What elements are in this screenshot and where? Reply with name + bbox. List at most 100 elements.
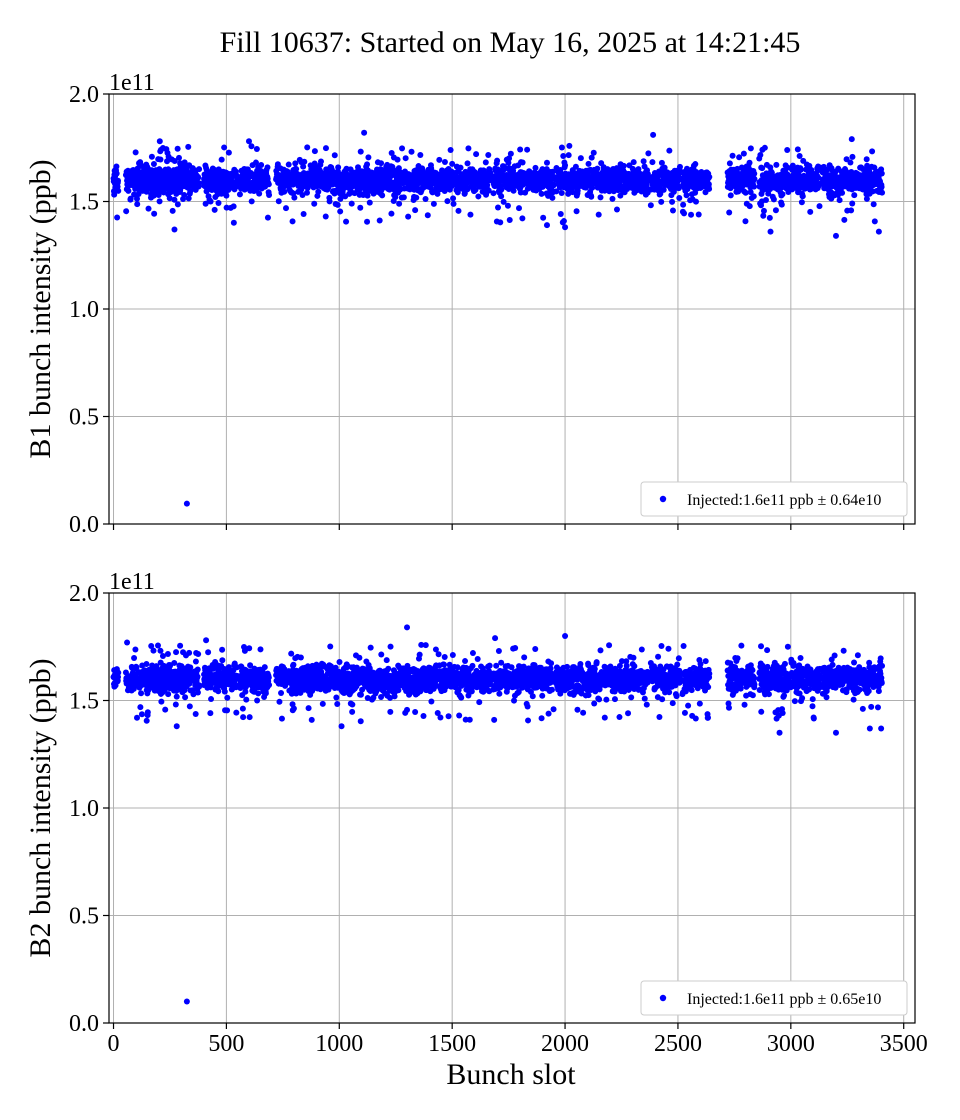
data-point-b2 xyxy=(255,690,262,697)
data-point-b2 xyxy=(441,661,448,668)
data-point-b1 xyxy=(666,147,673,154)
data-point-b2 xyxy=(383,657,390,664)
data-point-b1 xyxy=(394,156,401,163)
data-point-b1 xyxy=(590,149,597,156)
data-point-b1 xyxy=(517,146,524,153)
data-point-b1 xyxy=(248,198,255,205)
data-point-b1 xyxy=(595,211,602,218)
data-point-b1 xyxy=(849,153,856,160)
data-point-b1 xyxy=(134,201,141,208)
data-point-b1 xyxy=(223,192,230,199)
data-point-b1 xyxy=(875,228,882,235)
ticks-b1: 0.00.51.01.52.0 xyxy=(69,82,905,538)
data-point-b1 xyxy=(156,198,163,205)
data-point-b1 xyxy=(450,195,457,202)
data-point-b2 xyxy=(387,708,394,715)
data-point-b1 xyxy=(784,146,791,153)
data-point-b2 xyxy=(441,653,448,660)
data-point-b1 xyxy=(412,207,419,214)
data-point-b2 xyxy=(378,651,385,658)
data-point-b1 xyxy=(726,160,733,167)
data-point-b1 xyxy=(832,232,839,239)
data-point-b1 xyxy=(174,145,181,152)
data-point-b1 xyxy=(135,191,142,198)
data-point-b2 xyxy=(305,705,312,712)
data-point-b1 xyxy=(376,217,383,224)
data-point-b1 xyxy=(688,211,695,218)
data-point-b1 xyxy=(364,218,371,225)
data-point-b1 xyxy=(113,170,120,177)
data-point-b1 xyxy=(467,211,474,218)
data-point-b1 xyxy=(799,193,806,200)
data-point-b1 xyxy=(366,199,373,206)
data-point-b1 xyxy=(155,167,162,174)
data-point-b1 xyxy=(680,201,687,208)
data-point-b1 xyxy=(326,198,333,205)
y-tick-label-b1: 0.0 xyxy=(69,512,99,538)
data-point-b2 xyxy=(132,646,139,653)
data-point-b2 xyxy=(278,690,285,696)
data-point-b2 xyxy=(262,690,269,697)
data-point-b1 xyxy=(497,219,504,226)
data-point-b1 xyxy=(501,166,508,173)
data-point-b2 xyxy=(385,665,392,672)
data-point-b2 xyxy=(428,698,435,705)
data-point-b1 xyxy=(422,196,429,203)
data-point-b1 xyxy=(337,208,344,215)
data-point-b1 xyxy=(549,194,556,201)
data-point-b1 xyxy=(115,177,122,184)
data-point-b1 xyxy=(695,211,702,218)
data-point-b1 xyxy=(400,194,407,201)
data-point-b1 xyxy=(361,129,368,136)
data-point-b1 xyxy=(125,187,132,194)
data-point-b1 xyxy=(878,183,885,190)
data-point-b1 xyxy=(175,154,182,161)
data-point-b1 xyxy=(378,160,385,167)
data-point-b1 xyxy=(573,208,580,215)
data-point-b1 xyxy=(215,199,222,206)
offset-label-b1: 1e11 xyxy=(109,70,155,96)
data-point-b1 xyxy=(751,170,758,177)
data-point-b1 xyxy=(464,160,471,167)
data-point-b1 xyxy=(230,203,237,210)
data-point-b1 xyxy=(236,191,243,198)
data-point-b1 xyxy=(848,136,855,143)
data-point-b1 xyxy=(285,161,292,168)
data-point-b2 xyxy=(290,661,297,668)
data-point-b1 xyxy=(475,193,482,200)
data-point-b1 xyxy=(131,191,138,198)
data-point-b1 xyxy=(762,197,769,204)
data-point-b1 xyxy=(185,195,192,202)
panel-b2: 0 500 1000 1500 2000 2500 3000 35000.00.51.01.5… xyxy=(24,569,928,1057)
data-point-b2 xyxy=(246,645,253,652)
data-point-b1 xyxy=(773,161,780,168)
data-point-b1 xyxy=(757,152,764,159)
data-point-b1 xyxy=(195,174,202,181)
data-point-b1 xyxy=(348,200,355,207)
data-point-b1 xyxy=(444,198,451,205)
data-point-b1 xyxy=(706,173,713,180)
data-point-b1 xyxy=(148,153,155,160)
data-point-b1 xyxy=(264,164,271,171)
data-point-b1 xyxy=(676,194,683,201)
data-point-b1 xyxy=(245,138,252,145)
data-point-b2 xyxy=(195,651,202,658)
data-point-b1 xyxy=(543,159,550,166)
data-point-b1 xyxy=(740,150,747,157)
data-point-b1 xyxy=(195,180,202,187)
data-point-b1 xyxy=(839,189,846,196)
data-point-b1 xyxy=(265,181,272,188)
data-point-b2 xyxy=(194,689,201,696)
data-point-b2 xyxy=(194,666,201,673)
data-point-b2 xyxy=(186,703,193,710)
data-point-b1 xyxy=(134,195,140,202)
data-point-b2 xyxy=(158,698,165,705)
data-point-b2 xyxy=(278,715,285,722)
data-point-b2 xyxy=(349,701,356,708)
data-point-b1 xyxy=(335,164,342,171)
data-point-b1 xyxy=(649,159,656,166)
data-point-b2 xyxy=(162,706,169,713)
data-point-b1 xyxy=(396,200,403,207)
data-point-b1 xyxy=(562,162,569,169)
